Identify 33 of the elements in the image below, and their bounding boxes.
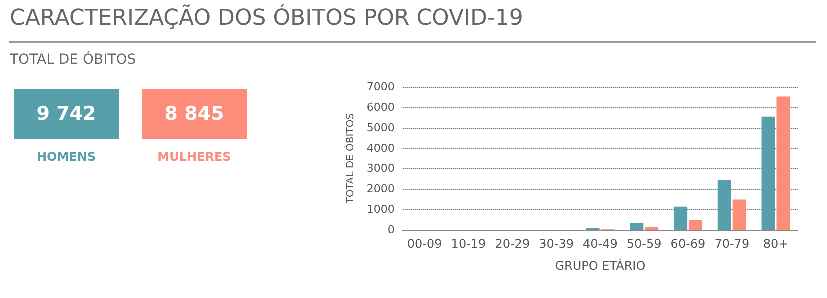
text: 8 845 xyxy=(164,103,224,125)
category-label: HOMENS xyxy=(36,150,98,164)
y-tick-label: 7000 xyxy=(366,80,395,94)
y-axis-title: TOTAL DE ÓBITOS xyxy=(344,113,356,205)
x-tick-label: 00-09 xyxy=(407,237,442,251)
x-axis-title: GRUPO ETÁRIO xyxy=(555,258,646,273)
x-tick-label: 70-79 xyxy=(714,237,750,251)
bar xyxy=(718,180,732,230)
bar xyxy=(630,223,644,230)
x-tick-label: 30-39 xyxy=(539,237,574,251)
y-tick-label: 3000 xyxy=(366,162,395,176)
bar xyxy=(688,220,703,230)
y-tick-label: 6000 xyxy=(366,100,395,114)
x-tick-label: 20-29 xyxy=(495,237,530,251)
x-tick-label: 80+ xyxy=(763,237,789,251)
y-tick-label: 1000 xyxy=(366,203,395,216)
y-tick-label: 2000 xyxy=(366,182,395,196)
bar xyxy=(674,206,688,230)
y-tick-label: 0 xyxy=(388,224,395,236)
y-tick-label: 4000 xyxy=(366,142,395,155)
text: CARACTERIZAÇÃO DOS ÓBITOS POR COVID-19 xyxy=(10,6,524,31)
x-tick-label: 60-69 xyxy=(670,237,706,251)
x-tick-label: 40-49 xyxy=(583,237,618,251)
bar xyxy=(732,200,746,230)
bar xyxy=(762,116,776,230)
x-tick-label: 50-59 xyxy=(626,237,662,251)
bar xyxy=(645,227,659,230)
text: 9 742 xyxy=(36,103,96,125)
bar xyxy=(776,96,790,230)
category-label: MULHERES xyxy=(156,150,232,164)
x-tick-label: 10-19 xyxy=(451,237,486,251)
text: TOTAL DE ÓBITOS xyxy=(10,52,136,68)
y-tick-label: 5000 xyxy=(366,121,395,134)
